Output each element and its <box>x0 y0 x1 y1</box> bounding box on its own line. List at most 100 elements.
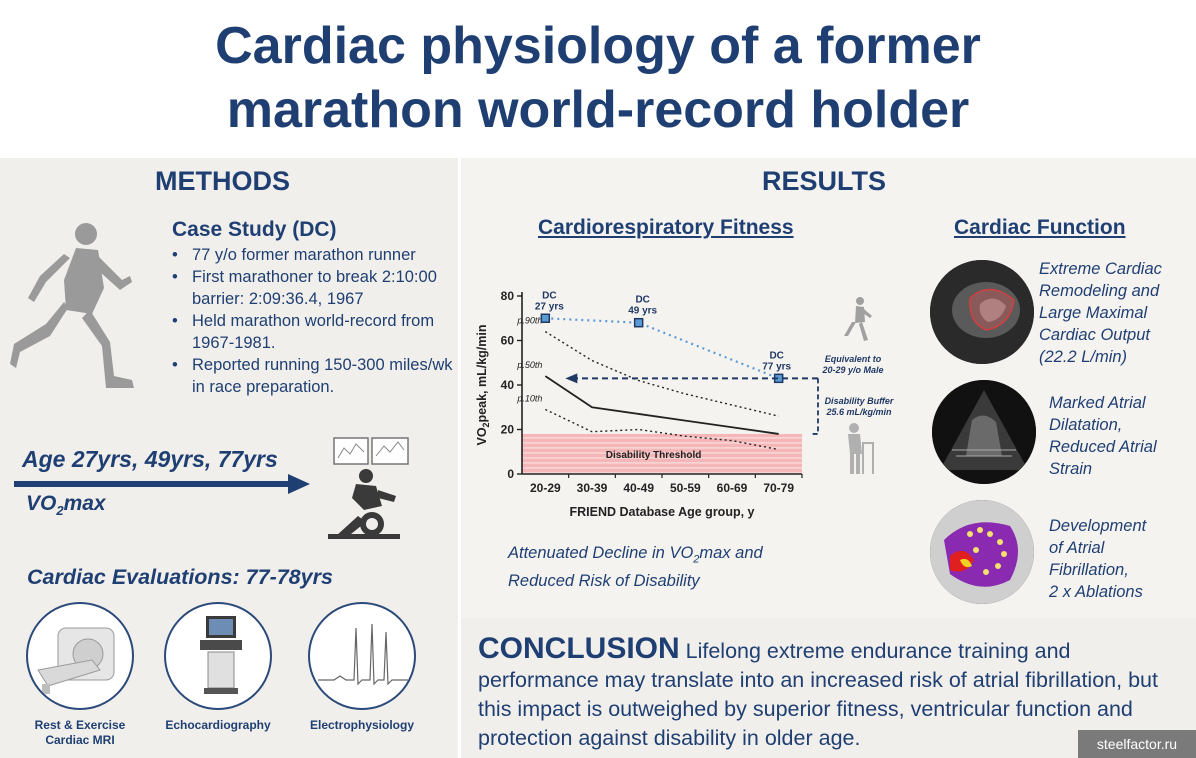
case-study-bullets: 77 y/o former marathon runner First mara… <box>172 244 454 398</box>
y-tick-label: 0 <box>507 467 514 481</box>
methods-heading: METHODS <box>155 166 290 196</box>
dc-point-label: DC <box>635 295 649 306</box>
mri-image <box>26 602 134 710</box>
exercise-bike-icon <box>328 437 409 539</box>
series-line-p90th <box>544 331 779 417</box>
equivalent-label: 20-29 y/o Male <box>821 365 883 375</box>
mri-label-line2: Cardiac MRI <box>45 733 115 747</box>
bullet-item: Reported running 150-300 miles/wk in rac… <box>172 354 454 398</box>
y-tick-label: 60 <box>501 334 515 348</box>
cardiac-item-2-line: Reduced Atrial <box>1049 438 1157 456</box>
cardiac-item-2-line: Marked Atrial <box>1049 394 1146 412</box>
results-panel <box>461 158 1196 618</box>
cardiac-item-2-line: Dilatation, <box>1049 416 1123 434</box>
cardiac-item-3-line: Fibrillation, <box>1049 561 1129 579</box>
cardiac-evaluations-heading: Cardiac Evaluations: 77-78yrs <box>27 565 333 589</box>
series-label: p.90th <box>516 316 542 326</box>
cardiac-mri-image <box>930 260 1034 364</box>
fitness-caption-sub: 2 <box>693 553 700 566</box>
title-line-1: Cardiac physiology of a former <box>215 17 981 75</box>
dc-point <box>633 317 644 328</box>
dc-point <box>540 313 551 323</box>
x-tick-label: 20-29 <box>530 481 561 495</box>
dc-point-label: DC <box>542 290 556 301</box>
x-tick-label: 60-69 <box>717 481 748 495</box>
cardiac-item-3: Development of Atrial Fibrillation, 2 x … <box>1049 515 1146 603</box>
vo2-prefix: VO <box>26 492 57 515</box>
dc-point-label: 77 yrs <box>762 361 791 372</box>
cardiac-item-1-line: (22.2 L/min) <box>1039 348 1128 366</box>
series-label: p.50th <box>516 360 542 370</box>
fitness-heading: Cardiorespiratory Fitness <box>538 216 794 239</box>
dc-point-label: DC <box>769 350 783 361</box>
cardiac-function-heading: Cardiac Function <box>954 216 1126 239</box>
series-line-p10th <box>545 408 779 451</box>
watermark: steelfactor.ru <box>1078 730 1196 758</box>
bullet-item: First marathoner to break 2:10:00 barrie… <box>172 266 454 310</box>
vo2-suffix: max <box>63 492 106 515</box>
fitness-caption: Attenuated Decline in VO2max and Reduced… <box>508 542 763 592</box>
y-tick-label: 80 <box>501 289 515 303</box>
dc-point-label: 49 yrs <box>628 306 657 317</box>
ecg-trace-icon <box>318 623 408 686</box>
x-axis-label: FRIEND Database Age group, y <box>570 505 755 519</box>
vo2-subscript: 2 <box>56 503 64 519</box>
dc-trajectory-line <box>545 317 780 380</box>
ep-image <box>308 602 416 710</box>
x-tick-label: 40-49 <box>623 481 654 495</box>
fitness-caption-line2: Reduced Risk of Disability <box>508 572 700 591</box>
cardiac-item-1-line: Remodeling and <box>1039 282 1160 300</box>
equivalent-label: Equivalent to <box>825 354 882 364</box>
cardiac-item-1: Extreme Cardiac Remodeling and Large Max… <box>1039 258 1162 368</box>
arrow-left-icon <box>565 373 578 384</box>
runner-small-icon <box>844 297 872 341</box>
ablation-map-image <box>930 500 1034 604</box>
age-label: Age 27yrs, 49yrs, 77yrs <box>22 446 278 472</box>
fitness-caption-post: max and <box>699 544 763 562</box>
conclusion-keyword: CONCLUSION <box>478 632 680 665</box>
vo2-chart: Disability Threshold 0 20 40 60 80 20-29 30-39 4… <box>475 289 894 519</box>
x-tick-label: 70-79 <box>763 481 794 495</box>
conclusion-body: Lifelong extreme endurance training and … <box>478 639 1158 750</box>
disability-threshold-label: Disability Threshold <box>606 450 702 461</box>
results-heading: RESULTS <box>762 166 887 196</box>
cardiac-item-1-line: Cardiac Output <box>1039 326 1150 344</box>
echo-image <box>164 602 272 710</box>
vo2max-label: VO2max <box>26 492 106 518</box>
cardiac-item-1-line: Large Maximal <box>1039 304 1148 322</box>
runner-icon <box>10 223 134 388</box>
conclusion-panel <box>461 618 1196 758</box>
x-tick-label: 50-59 <box>670 481 701 495</box>
fitness-caption-pre: Attenuated Decline in VO <box>508 544 694 562</box>
elderly-walker-icon <box>848 423 874 474</box>
disability-buffer-bracket <box>812 378 819 435</box>
disability-threshold-band <box>522 433 802 474</box>
bullet-item: Held marathon world-record from 1967-198… <box>172 310 454 354</box>
buffer-label: 25.6 mL/kg/min <box>825 407 892 417</box>
series-line-p50th <box>544 375 779 435</box>
fitness-caption-line1: Attenuated Decline in VO2max and <box>508 542 763 570</box>
mri-scanner-icon <box>37 627 115 694</box>
ep-label: Electrophysiology <box>309 718 415 732</box>
cardiac-item-3-line: 2 x Ablations <box>1049 583 1143 601</box>
atrial-echo-image <box>932 380 1036 484</box>
heart-mri-icon <box>930 260 1034 364</box>
mri-label-line1: Rest & Exercise <box>34 718 126 732</box>
series-label: p.10th <box>516 393 542 403</box>
title-line-2: marathon world-record holder <box>226 81 970 139</box>
electroanatomic-map-icon <box>930 500 1034 604</box>
y-tick-label: 20 <box>501 423 515 437</box>
mri-label: Rest & Exercise Cardiac MRI <box>18 718 142 748</box>
y-axis-label: VO2peak, mL/kg/min <box>475 324 491 445</box>
y-tick-label: 40 <box>501 378 515 392</box>
page-title: Cardiac physiology of a former marathon … <box>0 14 1196 142</box>
cardiac-item-3-line: Development <box>1049 517 1147 535</box>
cardiac-item-2-line: Strain <box>1049 460 1093 478</box>
arrow-right-icon <box>14 474 310 494</box>
x-tick-label: 30-39 <box>577 481 608 495</box>
cardiac-item-3-line: of Atrial <box>1049 539 1105 557</box>
echo-scan-icon <box>932 380 1036 484</box>
conclusion-text: CONCLUSION Lifelong extreme endurance tr… <box>478 634 1190 753</box>
buffer-label: Disability Buffer <box>825 396 894 406</box>
cardiac-item-2: Marked Atrial Dilatation, Reduced Atrial… <box>1049 392 1157 480</box>
